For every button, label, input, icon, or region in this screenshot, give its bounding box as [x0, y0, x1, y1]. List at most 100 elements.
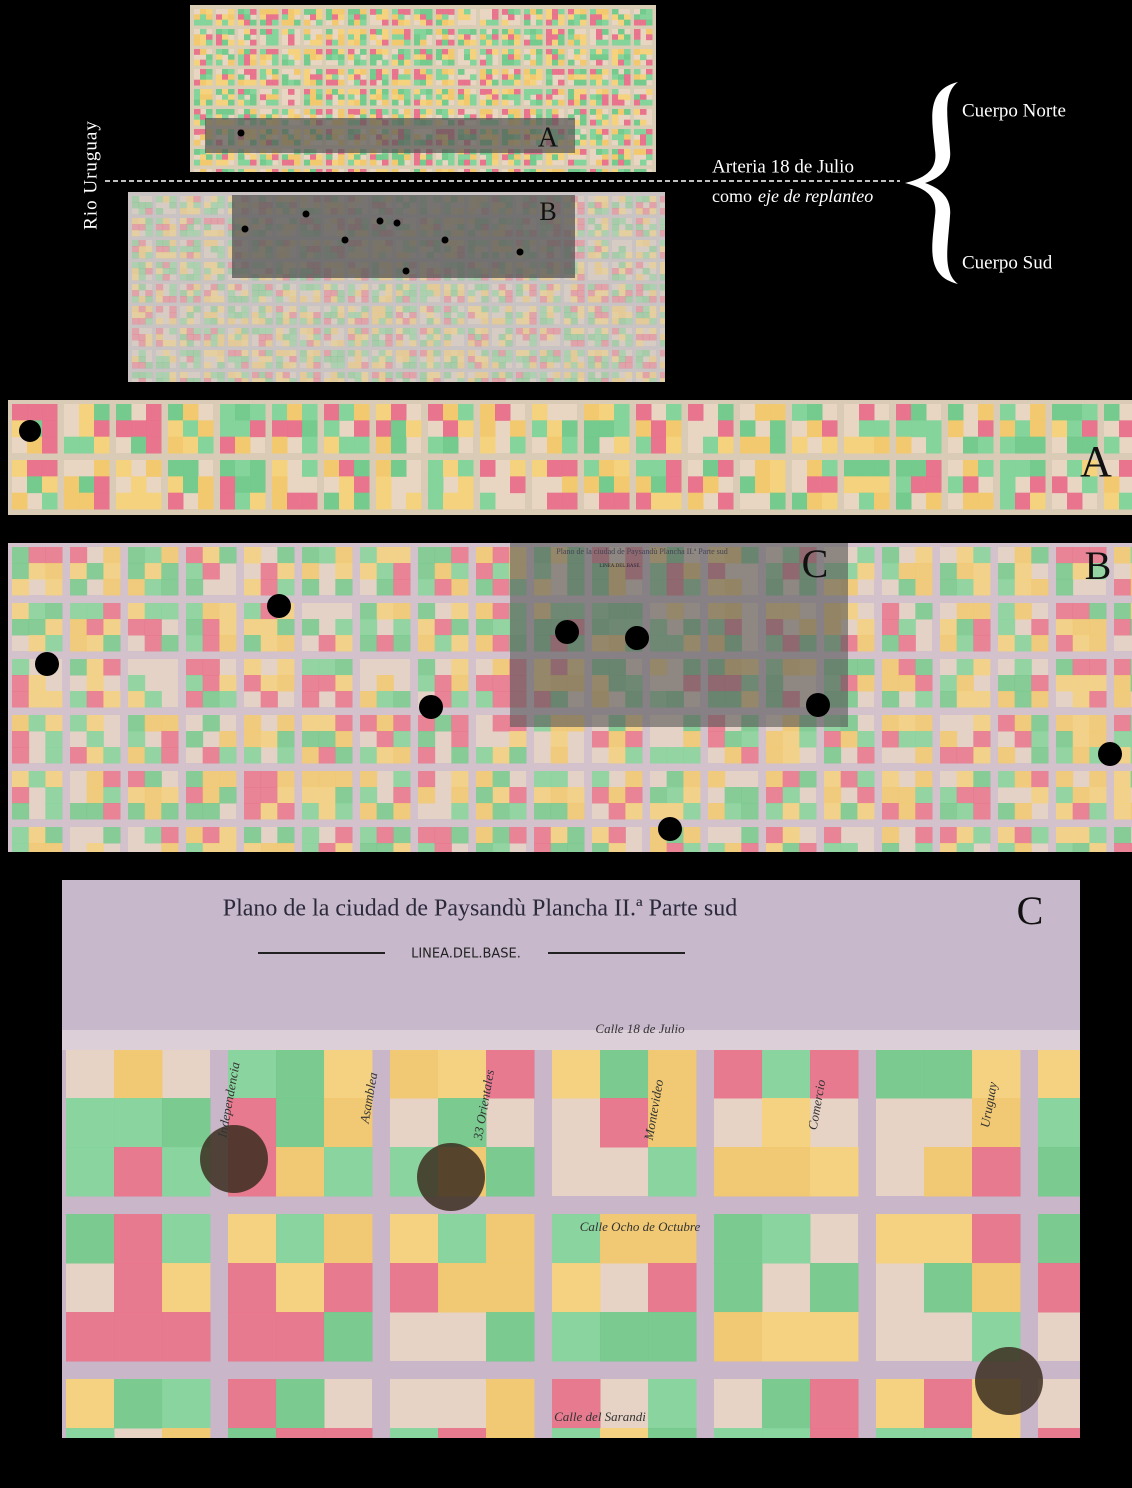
- lot: [300, 340, 308, 347]
- lot: [186, 318, 194, 325]
- lot: [70, 715, 88, 732]
- lot: [186, 230, 194, 237]
- lot: [596, 9, 603, 15]
- lot: [382, 159, 389, 166]
- lot: [288, 109, 295, 115]
- lot: [294, 54, 301, 61]
- lot: [258, 334, 266, 341]
- lot: [219, 547, 237, 564]
- lot: [486, 114, 493, 121]
- lot: [210, 296, 218, 303]
- lot: [522, 362, 530, 369]
- lot: [844, 436, 860, 454]
- lot: [324, 436, 340, 454]
- lot: [940, 843, 958, 852]
- lot: [433, 350, 441, 357]
- lot: [216, 49, 223, 55]
- lot: [404, 79, 411, 86]
- lot: [636, 262, 644, 269]
- lot: [228, 290, 236, 297]
- lot: [564, 318, 572, 325]
- lot: [382, 29, 389, 35]
- lot: [458, 492, 474, 510]
- lot: [481, 318, 489, 325]
- lot: [915, 691, 933, 708]
- lot: [393, 715, 411, 732]
- lot: [924, 1263, 973, 1313]
- lot: [810, 1312, 859, 1362]
- lot: [404, 59, 411, 66]
- lot: [458, 89, 465, 95]
- lot: [391, 460, 407, 477]
- lot: [376, 420, 392, 438]
- lot: [973, 691, 991, 708]
- lot: [70, 635, 88, 652]
- lot: [442, 169, 449, 172]
- lot: [546, 49, 553, 55]
- lot: [27, 476, 43, 494]
- lot: [476, 675, 494, 692]
- lot: [650, 843, 668, 852]
- lot: [625, 262, 633, 269]
- lot: [354, 89, 361, 95]
- lot: [973, 563, 991, 580]
- lot: [169, 290, 177, 297]
- lot: [337, 356, 345, 363]
- lot: [145, 268, 153, 275]
- lot: [649, 290, 657, 297]
- lot: [324, 356, 332, 363]
- lot: [260, 159, 267, 166]
- lot: [426, 356, 434, 363]
- lot: [302, 843, 320, 852]
- lot: [590, 14, 597, 21]
- lot: [200, 119, 207, 126]
- lot: [409, 362, 417, 369]
- lot: [162, 240, 170, 247]
- lot: [532, 404, 548, 421]
- lot: [66, 1312, 115, 1362]
- lot: [200, 114, 207, 121]
- lot: [426, 318, 434, 325]
- lot: [474, 328, 482, 335]
- lot: [683, 803, 701, 820]
- lot: [222, 29, 229, 35]
- lot: [590, 69, 597, 75]
- lot: [186, 675, 204, 692]
- lot: [348, 350, 356, 357]
- lot: [660, 268, 665, 275]
- map-paper: [62, 880, 1080, 1030]
- lot: [420, 99, 427, 106]
- lot: [618, 252, 626, 259]
- lot: [1072, 715, 1090, 732]
- lot: [498, 378, 506, 382]
- lot: [324, 350, 332, 357]
- lot: [524, 39, 531, 46]
- lot: [636, 274, 644, 281]
- lot: [210, 196, 218, 203]
- lot: [418, 827, 436, 844]
- block: [300, 328, 320, 346]
- lot: [28, 691, 46, 708]
- lot: [481, 362, 489, 369]
- lot: [924, 1428, 973, 1438]
- lot: [1072, 827, 1090, 844]
- lot: [156, 196, 164, 203]
- lot: [360, 787, 378, 804]
- lot: [258, 378, 266, 382]
- lot: [926, 420, 942, 438]
- lot: [646, 49, 653, 55]
- lot: [244, 69, 251, 75]
- lot: [516, 372, 524, 379]
- lot: [372, 328, 380, 335]
- lot: [612, 119, 619, 126]
- lot: [332, 39, 339, 46]
- lot: [948, 404, 964, 421]
- lot: [683, 827, 701, 844]
- lot: [464, 159, 471, 166]
- lot: [385, 318, 393, 325]
- lot: [588, 230, 596, 237]
- lot: [244, 675, 262, 692]
- lot: [385, 378, 393, 382]
- lot: [360, 94, 367, 101]
- lot: [640, 9, 647, 15]
